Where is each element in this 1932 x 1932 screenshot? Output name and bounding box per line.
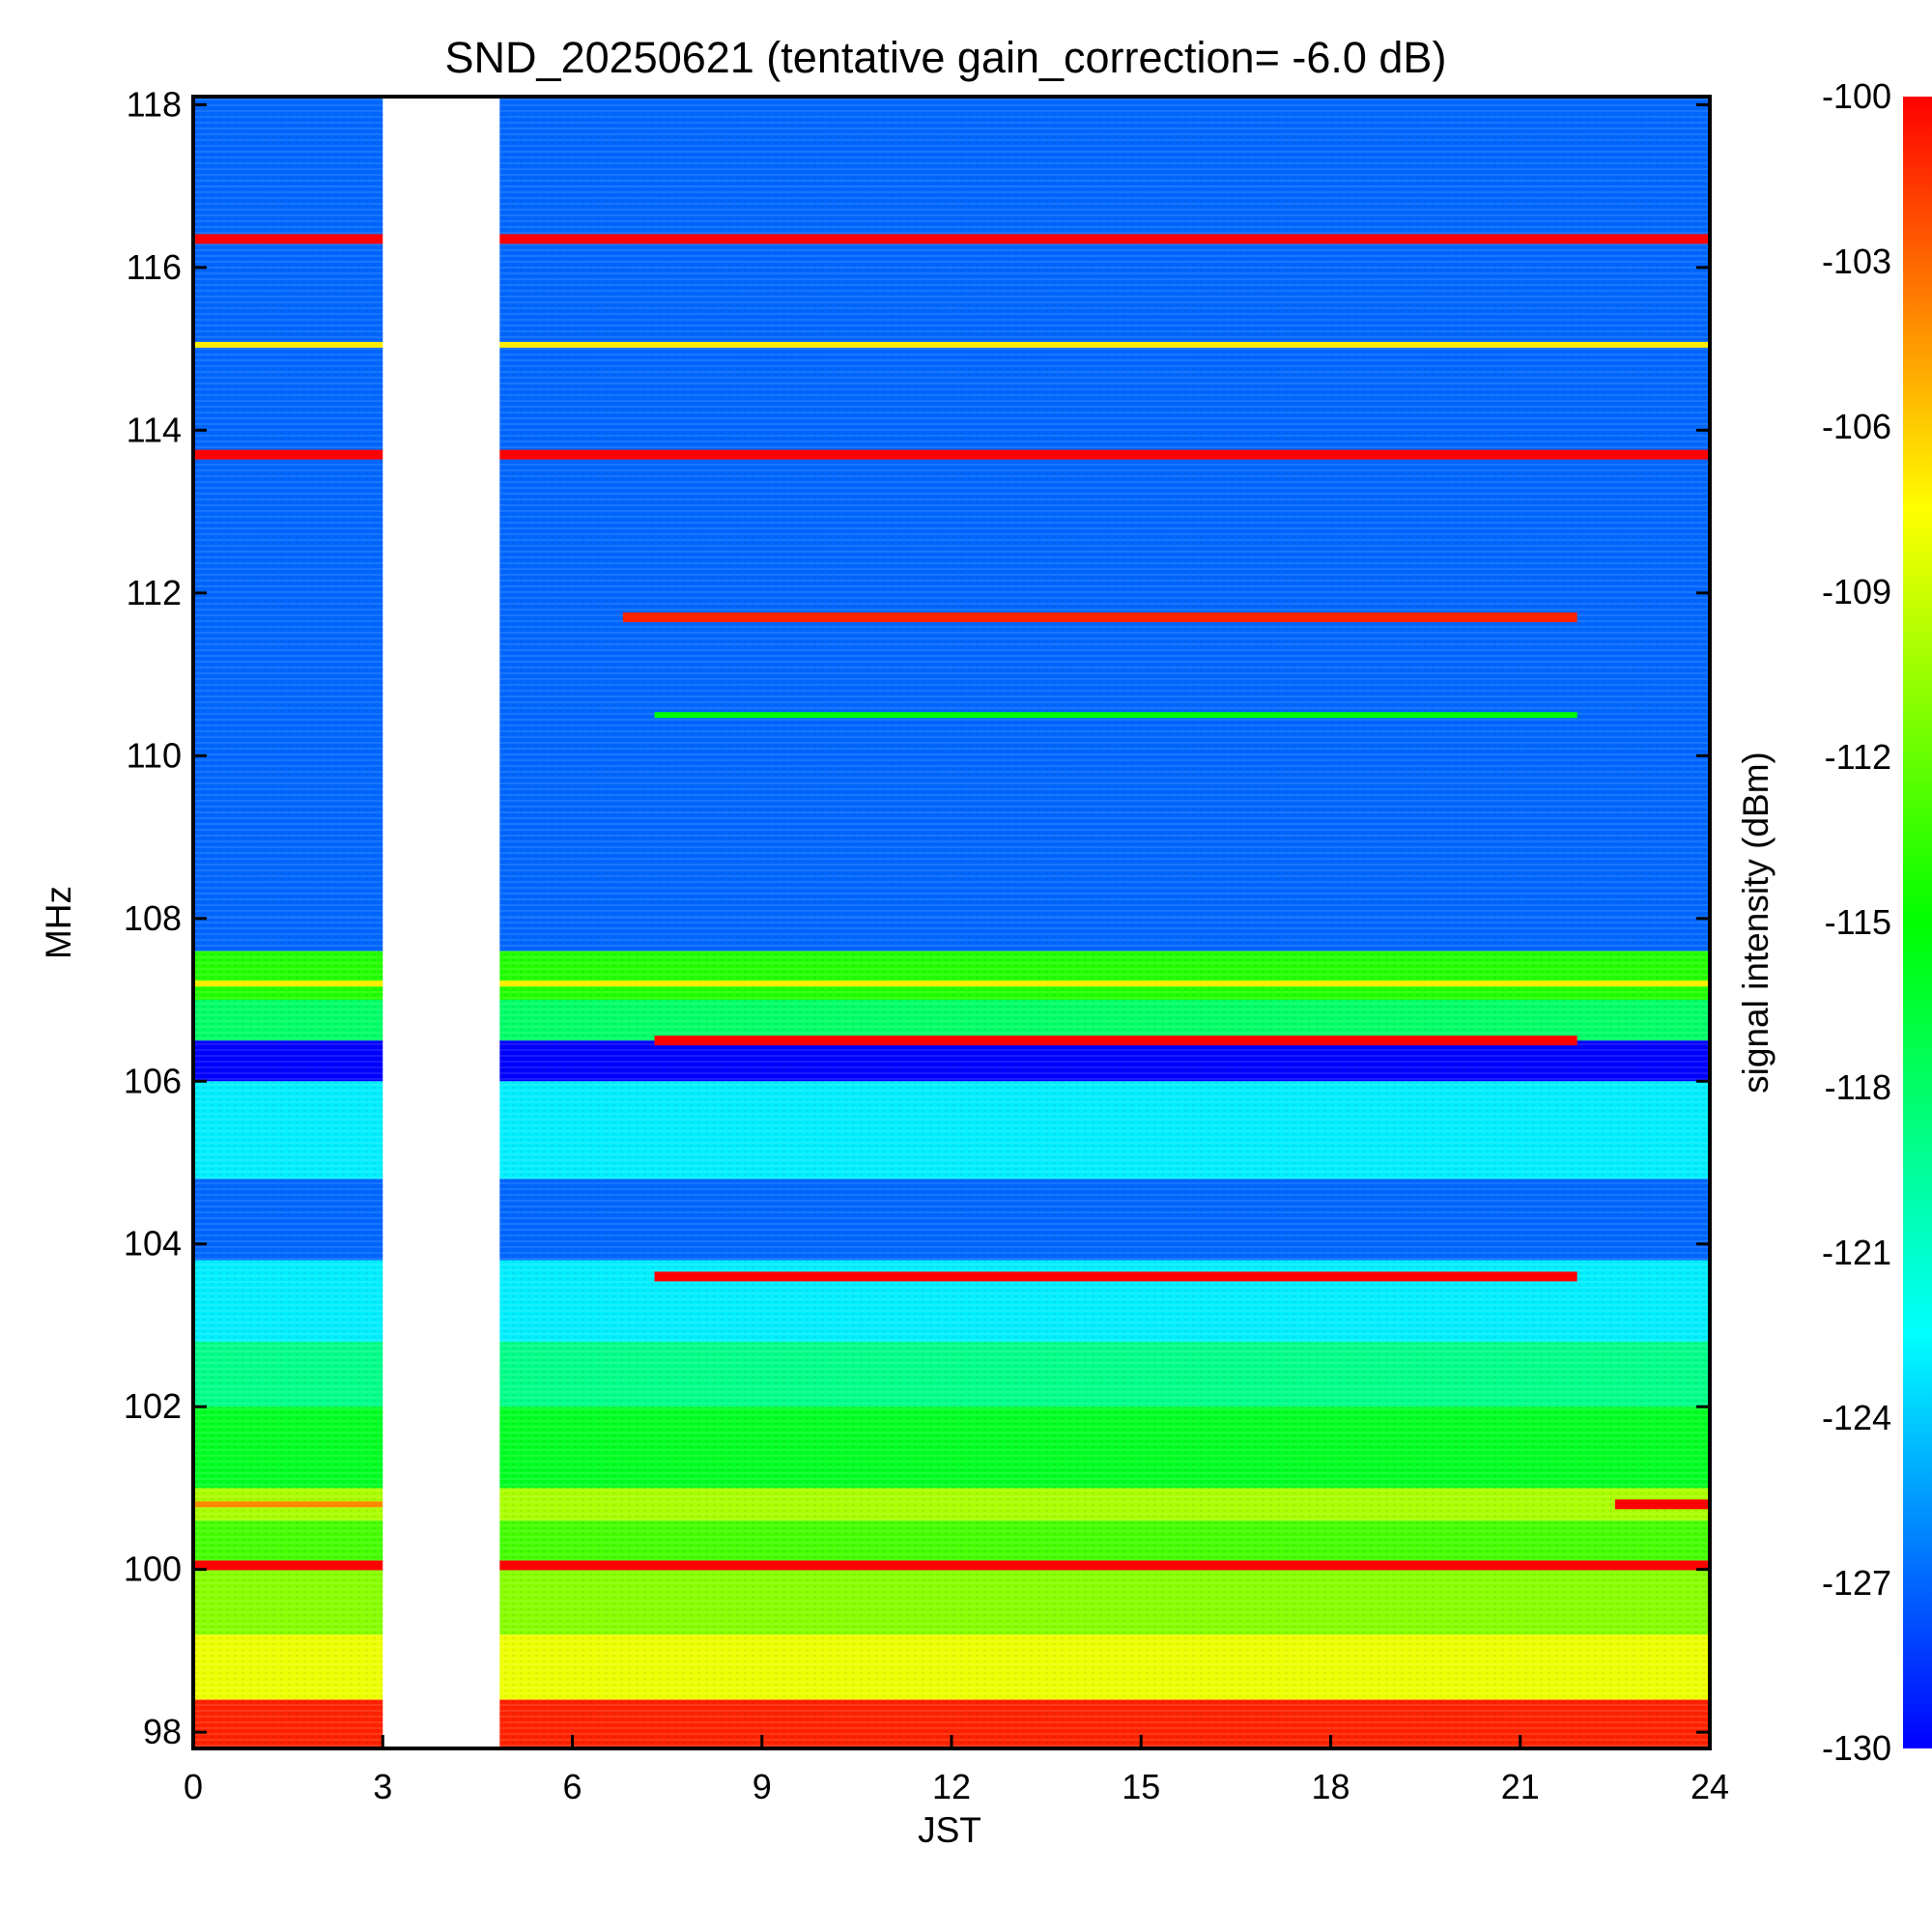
y-tick-label: 110 [127, 735, 182, 775]
y-tick-label: 106 [124, 1061, 182, 1100]
y-tick-label: 118 [127, 84, 182, 124]
y-tick-label: 116 [127, 247, 182, 287]
y-tick-label: 98 [143, 1712, 182, 1751]
signal-line-6 [654, 1036, 1577, 1046]
signal-line-0 [193, 234, 1710, 244]
x-tick-label: 0 [184, 1767, 203, 1806]
y-tick-label: 112 [127, 573, 182, 612]
signal-line-7 [654, 1271, 1577, 1282]
colorbar-tick-label: -127 [1822, 1563, 1891, 1603]
x-axis-ticks: 0 3 6 9 12 15 18 21 24 [184, 1735, 1729, 1806]
colorbar-tick-label: -112 [1825, 737, 1891, 777]
signal-line-8 [193, 1501, 384, 1508]
colorbar-tick-label: -118 [1825, 1067, 1891, 1107]
y-tick-label: 114 [127, 410, 182, 449]
x-tick-label: 18 [1311, 1767, 1350, 1806]
colorbar [1903, 97, 1932, 1748]
x-tick-label: 6 [562, 1767, 582, 1806]
signal-line-9 [1614, 1499, 1710, 1510]
data-gap [383, 97, 500, 1748]
colorbar-label: signal intensity (dBm) [1736, 752, 1776, 1094]
colorbar-tick-label: -106 [1822, 407, 1891, 446]
colorbar-ticks: -100 -103 -106 -109 -112 -115 -118 -121 -124 -127… [1822, 76, 1891, 1768]
signal-line-1 [193, 341, 1710, 348]
colorbar-tick-label: -100 [1822, 76, 1891, 116]
x-tick-label: 24 [1690, 1767, 1729, 1806]
signal-line-2 [193, 449, 1710, 460]
signal-line-10 [193, 1560, 1710, 1571]
colorbar-gradient [1903, 97, 1932, 1748]
x-tick-label: 12 [932, 1767, 971, 1806]
data-gap-region [383, 97, 500, 1748]
x-tick-label: 3 [373, 1767, 392, 1806]
y-tick-label: 104 [124, 1224, 182, 1264]
signal-line-4 [654, 712, 1577, 719]
x-tick-label: 15 [1122, 1767, 1160, 1806]
colorbar-tick-label: -115 [1825, 902, 1891, 942]
colorbar-tick-label: -124 [1822, 1398, 1891, 1437]
colorbar-tick-label: -103 [1822, 242, 1891, 281]
signal-line-5 [193, 980, 1710, 987]
colorbar-tick-label: -121 [1822, 1233, 1891, 1272]
x-tick-label: 9 [753, 1767, 772, 1806]
signal-line-3 [622, 612, 1577, 623]
y-tick-label: 102 [124, 1386, 182, 1426]
y-axis-ticks: 98 100 102 104 106 108 110 112 114 116 118 [124, 84, 1710, 1751]
chart-title: SND_20250621 (tentative gain_correction=… [445, 33, 1447, 82]
y-tick-label: 108 [124, 898, 182, 938]
y-axis-label: MHz [39, 886, 78, 959]
colorbar-tick-label: -130 [1822, 1728, 1891, 1768]
colorbar-tick-label: -109 [1822, 572, 1891, 611]
x-tick-label: 21 [1501, 1767, 1540, 1806]
x-axis-label: JST [918, 1810, 981, 1850]
y-tick-label: 100 [124, 1549, 182, 1589]
